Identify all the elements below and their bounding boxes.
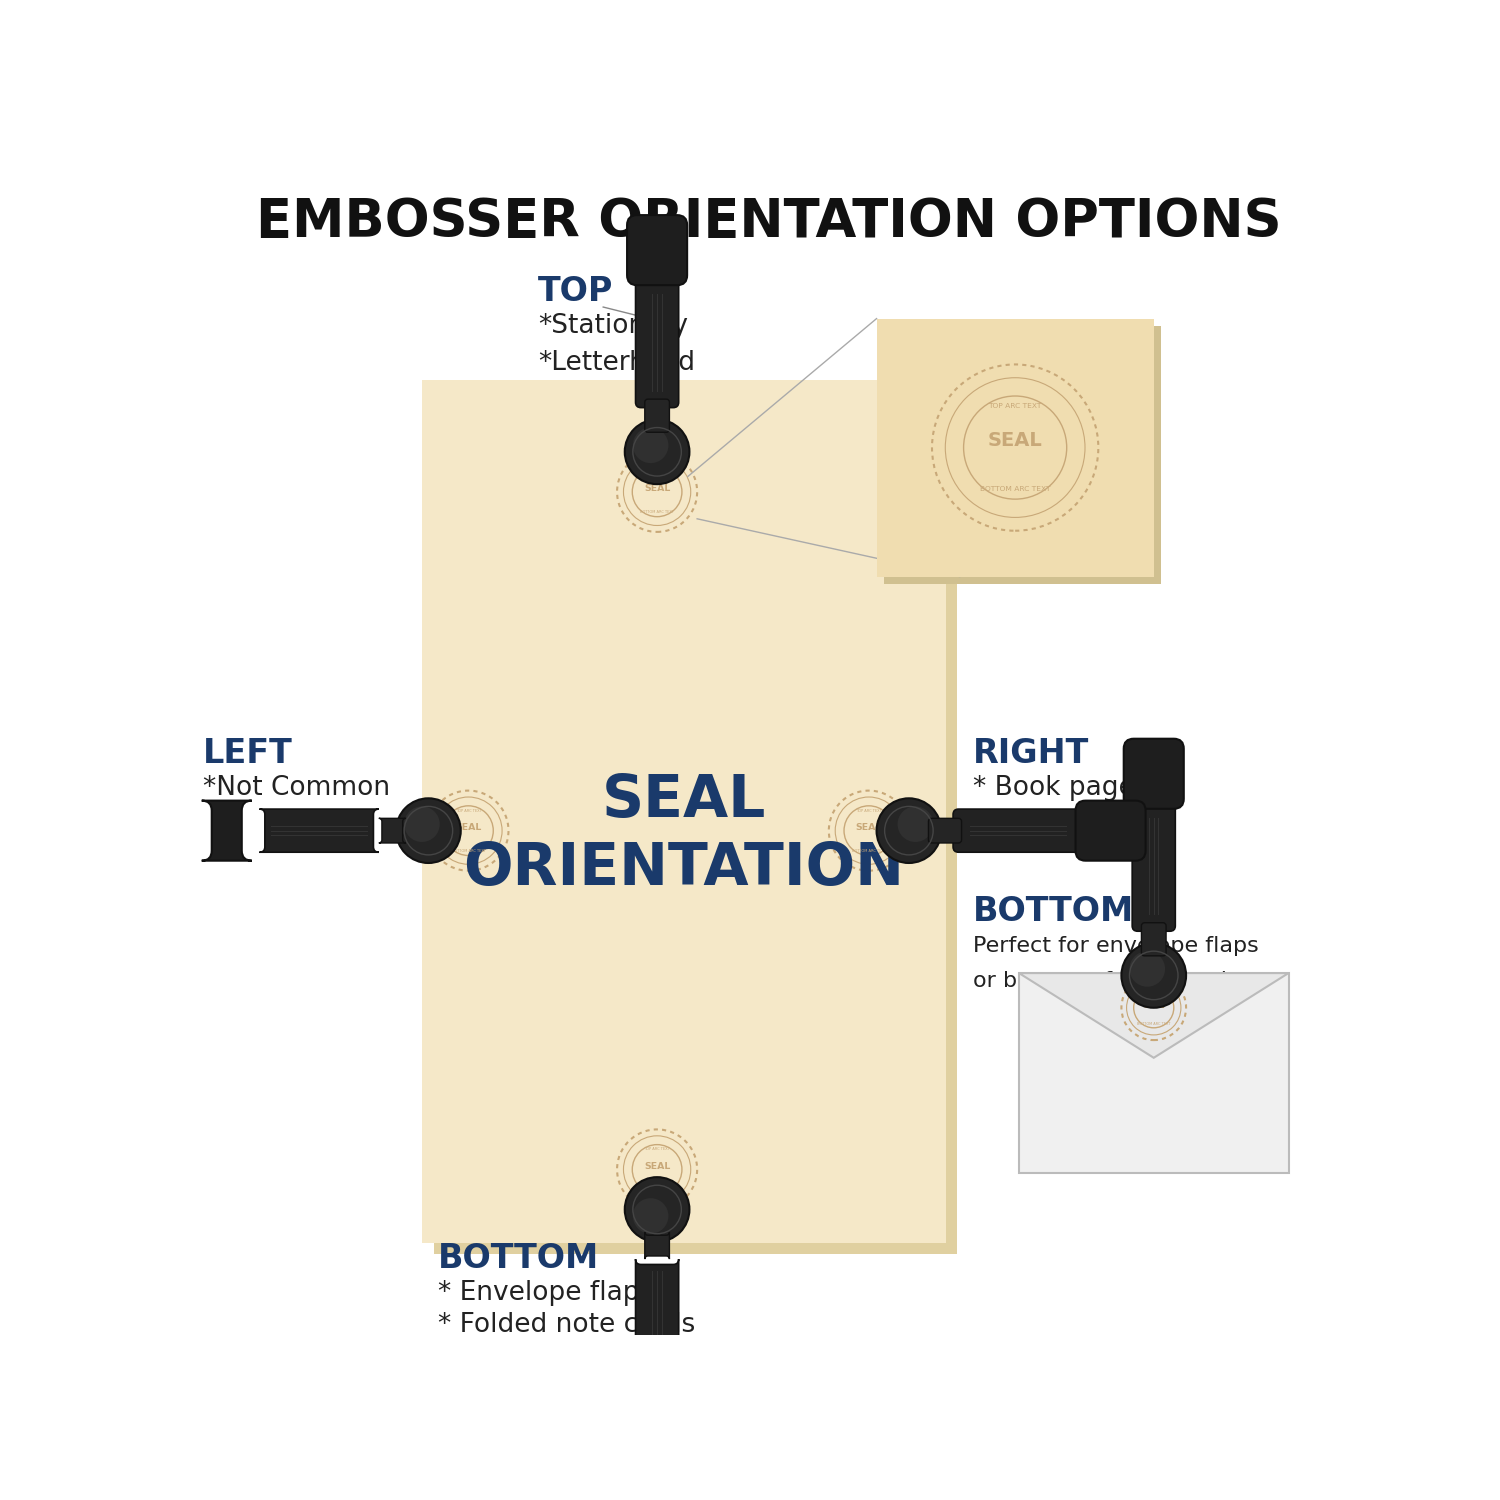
Bar [423, 380, 946, 1242]
Text: BOTTOM ARC TEXT: BOTTOM ARC TEXT [1137, 1022, 1170, 1026]
Text: * Book page: * Book page [974, 776, 1134, 801]
Text: BOTTOM ARC TEXT: BOTTOM ARC TEXT [980, 486, 1050, 492]
Bar [876, 318, 1154, 576]
FancyBboxPatch shape [1124, 738, 1184, 808]
FancyBboxPatch shape [1076, 801, 1146, 861]
Circle shape [626, 1178, 690, 1242]
FancyBboxPatch shape [1132, 801, 1176, 932]
FancyBboxPatch shape [952, 808, 1083, 852]
Text: SEAL: SEAL [456, 824, 482, 833]
FancyBboxPatch shape [627, 214, 687, 285]
FancyBboxPatch shape [627, 1386, 687, 1435]
Text: BOTTOM ARC TEXT: BOTTOM ARC TEXT [452, 849, 486, 852]
Polygon shape [1019, 974, 1288, 1058]
Text: TOP ARC TEXT: TOP ARC TEXT [1142, 990, 1167, 993]
Text: SEAL
ORIENTATION: SEAL ORIENTATION [464, 772, 904, 897]
Text: BOTTOM: BOTTOM [438, 1242, 598, 1275]
Text: *Not Common: *Not Common [202, 776, 390, 801]
FancyBboxPatch shape [260, 808, 380, 852]
FancyBboxPatch shape [928, 819, 962, 843]
FancyBboxPatch shape [636, 1258, 678, 1378]
Circle shape [633, 1198, 669, 1233]
Text: TOP ARC TEXT: TOP ARC TEXT [856, 808, 882, 813]
Text: LEFT: LEFT [202, 736, 292, 770]
Text: Perfect for envelope flaps: Perfect for envelope flaps [974, 936, 1258, 956]
Text: EMBOSSER ORIENTATION OPTIONS: EMBOSSER ORIENTATION OPTIONS [256, 196, 1281, 249]
FancyBboxPatch shape [201, 801, 252, 861]
FancyBboxPatch shape [645, 399, 669, 432]
Circle shape [626, 420, 690, 484]
Text: TOP ARC TEXT: TOP ARC TEXT [645, 1148, 670, 1152]
Circle shape [1130, 951, 1166, 987]
Text: BOTTOM ARC TEXT: BOTTOM ARC TEXT [640, 1188, 674, 1191]
Text: TOP ARC TEXT: TOP ARC TEXT [645, 470, 670, 474]
Text: * Envelope flaps: * Envelope flaps [438, 1280, 652, 1305]
Text: RIGHT: RIGHT [974, 736, 1089, 770]
Circle shape [633, 427, 669, 464]
Text: TOP ARC TEXT: TOP ARC TEXT [988, 404, 1042, 410]
Circle shape [404, 807, 439, 842]
Bar [433, 392, 957, 1254]
Text: SEAL: SEAL [644, 1161, 670, 1170]
FancyBboxPatch shape [636, 278, 678, 408]
Circle shape [396, 798, 460, 862]
Text: *Letterhead: *Letterhead [537, 351, 694, 376]
Circle shape [876, 798, 940, 862]
Text: TOP: TOP [537, 274, 614, 308]
Text: SEAL: SEAL [644, 484, 670, 494]
Bar [885, 327, 1161, 585]
Circle shape [1122, 944, 1186, 1008]
FancyBboxPatch shape [380, 819, 406, 843]
Text: SEAL: SEAL [855, 824, 882, 833]
FancyBboxPatch shape [1142, 922, 1166, 956]
Text: SEAL: SEAL [988, 432, 1042, 450]
Text: *Stationery: *Stationery [537, 314, 687, 339]
Text: SEAL: SEAL [1143, 1000, 1164, 1010]
Circle shape [897, 807, 933, 842]
Text: BOTTOM ARC TEXT: BOTTOM ARC TEXT [640, 510, 674, 515]
Bar [1019, 974, 1288, 1173]
Text: * Folded note cards: * Folded note cards [438, 1312, 694, 1338]
FancyBboxPatch shape [645, 1232, 669, 1258]
Text: BOTTOM: BOTTOM [974, 896, 1134, 928]
Text: BOTTOM ARC TEXT: BOTTOM ARC TEXT [852, 849, 886, 852]
Text: TOP ARC TEXT: TOP ARC TEXT [456, 808, 482, 813]
Text: or bottom of page seals: or bottom of page seals [974, 970, 1239, 992]
